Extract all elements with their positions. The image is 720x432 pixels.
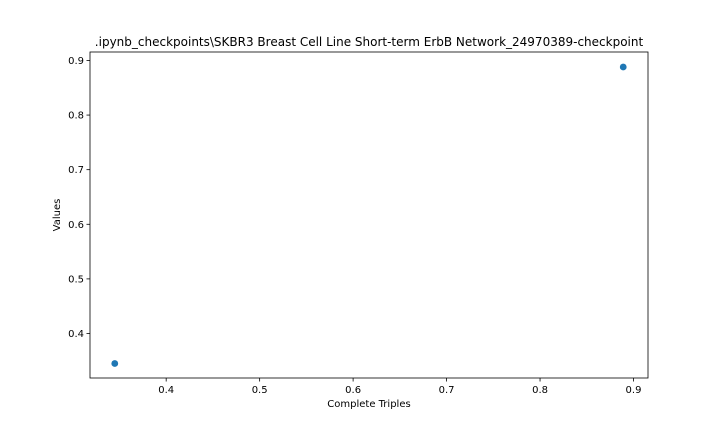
y-tick-label: 0.5	[68, 274, 84, 285]
y-tick-label: 0.9	[68, 56, 84, 67]
y-tick-label: 0.7	[68, 165, 84, 176]
x-tick-label: 0.7	[439, 385, 455, 396]
y-axis-ticks: 0.4 0.5 0.6 0.7 0.8 0.9	[68, 56, 90, 340]
chart-title: .ipynb_checkpoints\SKBR3 Breast Cell Lin…	[95, 35, 644, 49]
x-tick-label: 0.4	[158, 385, 174, 396]
y-tick-label: 0.8	[68, 111, 84, 122]
y-axis-label: Values	[52, 199, 63, 232]
x-tick-label: 0.6	[345, 385, 361, 396]
x-tick-label: 0.5	[252, 385, 268, 396]
y-tick-label: 0.6	[68, 220, 84, 231]
x-axis-label: Complete Triples	[327, 399, 410, 410]
scatter-point	[111, 360, 119, 367]
plot-frame	[89, 51, 649, 379]
y-tick-label: 0.4	[68, 329, 84, 340]
x-tick-label: 0.9	[626, 385, 642, 396]
x-axis-ticks: 0.4 0.5 0.6 0.7 0.8 0.9	[158, 378, 641, 396]
scatter-point	[619, 63, 627, 71]
x-tick-label: 0.8	[532, 385, 548, 396]
scatter-points	[111, 63, 627, 367]
